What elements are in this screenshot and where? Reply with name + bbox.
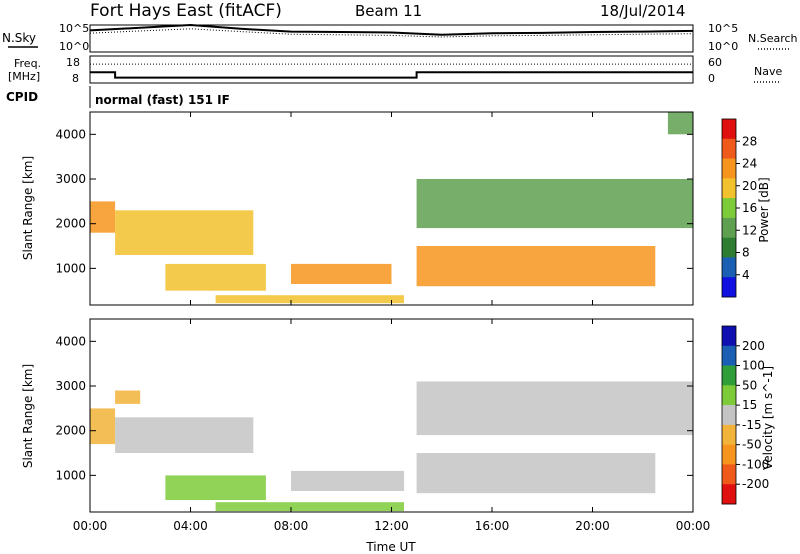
station-title: Fort Hays East (fitACF) <box>90 1 282 21</box>
x-tick-label: 00:00 <box>676 519 711 533</box>
colorbar-tick-label: 24 <box>742 157 757 171</box>
nsky-label: N.Sky <box>2 31 36 45</box>
cpid-value: normal (fast) 151 IF <box>95 93 230 107</box>
colorbar-segment <box>722 464 736 485</box>
power-colorbar-label: Power [dB] <box>757 177 771 242</box>
velocity-echo-region <box>115 390 141 404</box>
power-echo-region <box>416 246 656 287</box>
freq-left-tick-bottom: 8 <box>72 72 79 85</box>
y-tick-label: 2000 <box>55 217 86 231</box>
noise-right-tick-bottom: 10^0 <box>708 40 738 53</box>
freq-unit-label: [MHz] <box>8 70 40 83</box>
velocity-colorbar-label: Velocity [m s^-1] <box>761 366 775 470</box>
noise-series-nsky <box>89 23 694 36</box>
noise-right-tick-top: 10^5 <box>708 22 738 35</box>
date-label: 18/Jul/2014 <box>600 2 685 20</box>
colorbar-tick-label: -50 <box>742 438 762 452</box>
y-tick-label: 4000 <box>55 127 86 141</box>
velocity-echo-region <box>416 381 693 436</box>
colorbar-tick-label: 8 <box>742 246 750 260</box>
x-tick-label: 12:00 <box>374 519 409 533</box>
colorbar-segment <box>722 345 736 366</box>
freq-right-tick-top: 60 <box>708 56 722 69</box>
y-tick-label: 4000 <box>55 334 86 348</box>
colorbar-segment <box>722 237 736 258</box>
noise-left-tick-bottom: 10^0 <box>59 40 89 53</box>
velocity-echo-region <box>165 475 266 500</box>
velocity-echo-region <box>115 417 254 453</box>
power-echo-region <box>90 201 116 233</box>
colorbar-segment <box>722 158 736 179</box>
freq-label: Freq. <box>14 57 41 70</box>
power-echo-region <box>115 210 254 255</box>
power-echo-region <box>416 179 693 229</box>
colorbar-segment <box>722 385 736 406</box>
colorbar-segment <box>722 405 736 426</box>
colorbar-segment <box>722 277 736 298</box>
beam-label: Beam 11 <box>355 2 422 20</box>
frequency-panel: Freq. [MHz] 18 8 60 0 Nave <box>8 55 782 85</box>
colorbar-segment <box>722 138 736 159</box>
power-panel: 1000 2000 3000 4000 Slant Range [km] 4 8 12 16… <box>21 111 771 306</box>
x-tick-label: 16:00 <box>475 519 510 533</box>
colorbar-frame <box>721 325 737 505</box>
y-tick-label: 2000 <box>55 424 86 438</box>
colorbar-segment <box>722 365 736 386</box>
colorbar-tick-label: -200 <box>742 477 769 491</box>
colorbar-tick-label: 15 <box>742 398 757 412</box>
colorbar-tick-label: 28 <box>742 134 757 148</box>
cpid-label: CPID <box>6 90 38 104</box>
colorbar-tick-label: -15 <box>742 418 762 432</box>
power-echo-region <box>165 263 266 291</box>
colorbar-tick-label: 4 <box>742 268 750 282</box>
power-ylabel: Slant Range [km] <box>21 156 35 260</box>
colorbar-segment <box>722 326 736 347</box>
velocity-echo-region <box>90 408 116 445</box>
time-axis-label: Time UT <box>365 540 416 554</box>
frequency-panel-frame <box>89 55 694 84</box>
freq-left-tick-top: 18 <box>66 56 80 69</box>
velocity-echo-region <box>416 453 656 494</box>
y-tick-label: 3000 <box>55 379 86 393</box>
x-tick-label: 04:00 <box>173 519 208 533</box>
colorbar-segment <box>722 178 736 199</box>
noise-left-tick-top: 10^5 <box>59 22 89 35</box>
colorbar-segment <box>722 198 736 219</box>
power-echo-region <box>291 263 392 284</box>
power-echo-region <box>215 295 404 304</box>
noise-panel-frame <box>89 24 694 53</box>
x-tick-label: 20:00 <box>575 519 610 533</box>
power-echo-region <box>667 112 693 135</box>
colorbar-segment <box>722 217 736 238</box>
x-tick-label: 08:00 <box>274 519 309 533</box>
colorbar-segment <box>722 444 736 465</box>
noise-panel: N.Sky 10^5 10^0 10^5 10^0 N.Search <box>2 22 798 53</box>
colorbar-tick-label: 20 <box>742 179 757 193</box>
x-tick-label: 00:00 <box>73 519 108 533</box>
colorbar-tick-label: 50 <box>742 378 757 392</box>
colorbar-tick-label: 200 <box>742 339 765 353</box>
colorbar-segment <box>722 257 736 278</box>
colorbar-segment <box>722 484 736 505</box>
nave-label: Nave <box>754 65 782 78</box>
colorbar-segment <box>722 424 736 445</box>
colorbar-tick-label: -100 <box>742 457 769 471</box>
velocity-echo-region <box>291 470 405 491</box>
velocity-echo-region <box>215 502 404 512</box>
frequency-series-freq <box>90 71 693 79</box>
freq-right-tick-bottom: 0 <box>708 72 715 85</box>
y-tick-label: 3000 <box>55 172 86 186</box>
colorbar-tick-label: 16 <box>742 201 757 215</box>
colorbar-segment <box>722 119 736 140</box>
y-tick-label: 1000 <box>55 261 86 275</box>
colorbar-tick-label: 100 <box>742 359 765 373</box>
colorbar-tick-label: 12 <box>742 223 757 237</box>
velocity-panel: 00:00 04:00 08:00 12:00 16:00 20:00 00:00 1000 2… <box>21 318 775 554</box>
nsearch-label: N.Search <box>748 32 798 45</box>
y-tick-label: 1000 <box>55 468 86 482</box>
velocity-ylabel: Slant Range [km] <box>21 364 35 468</box>
